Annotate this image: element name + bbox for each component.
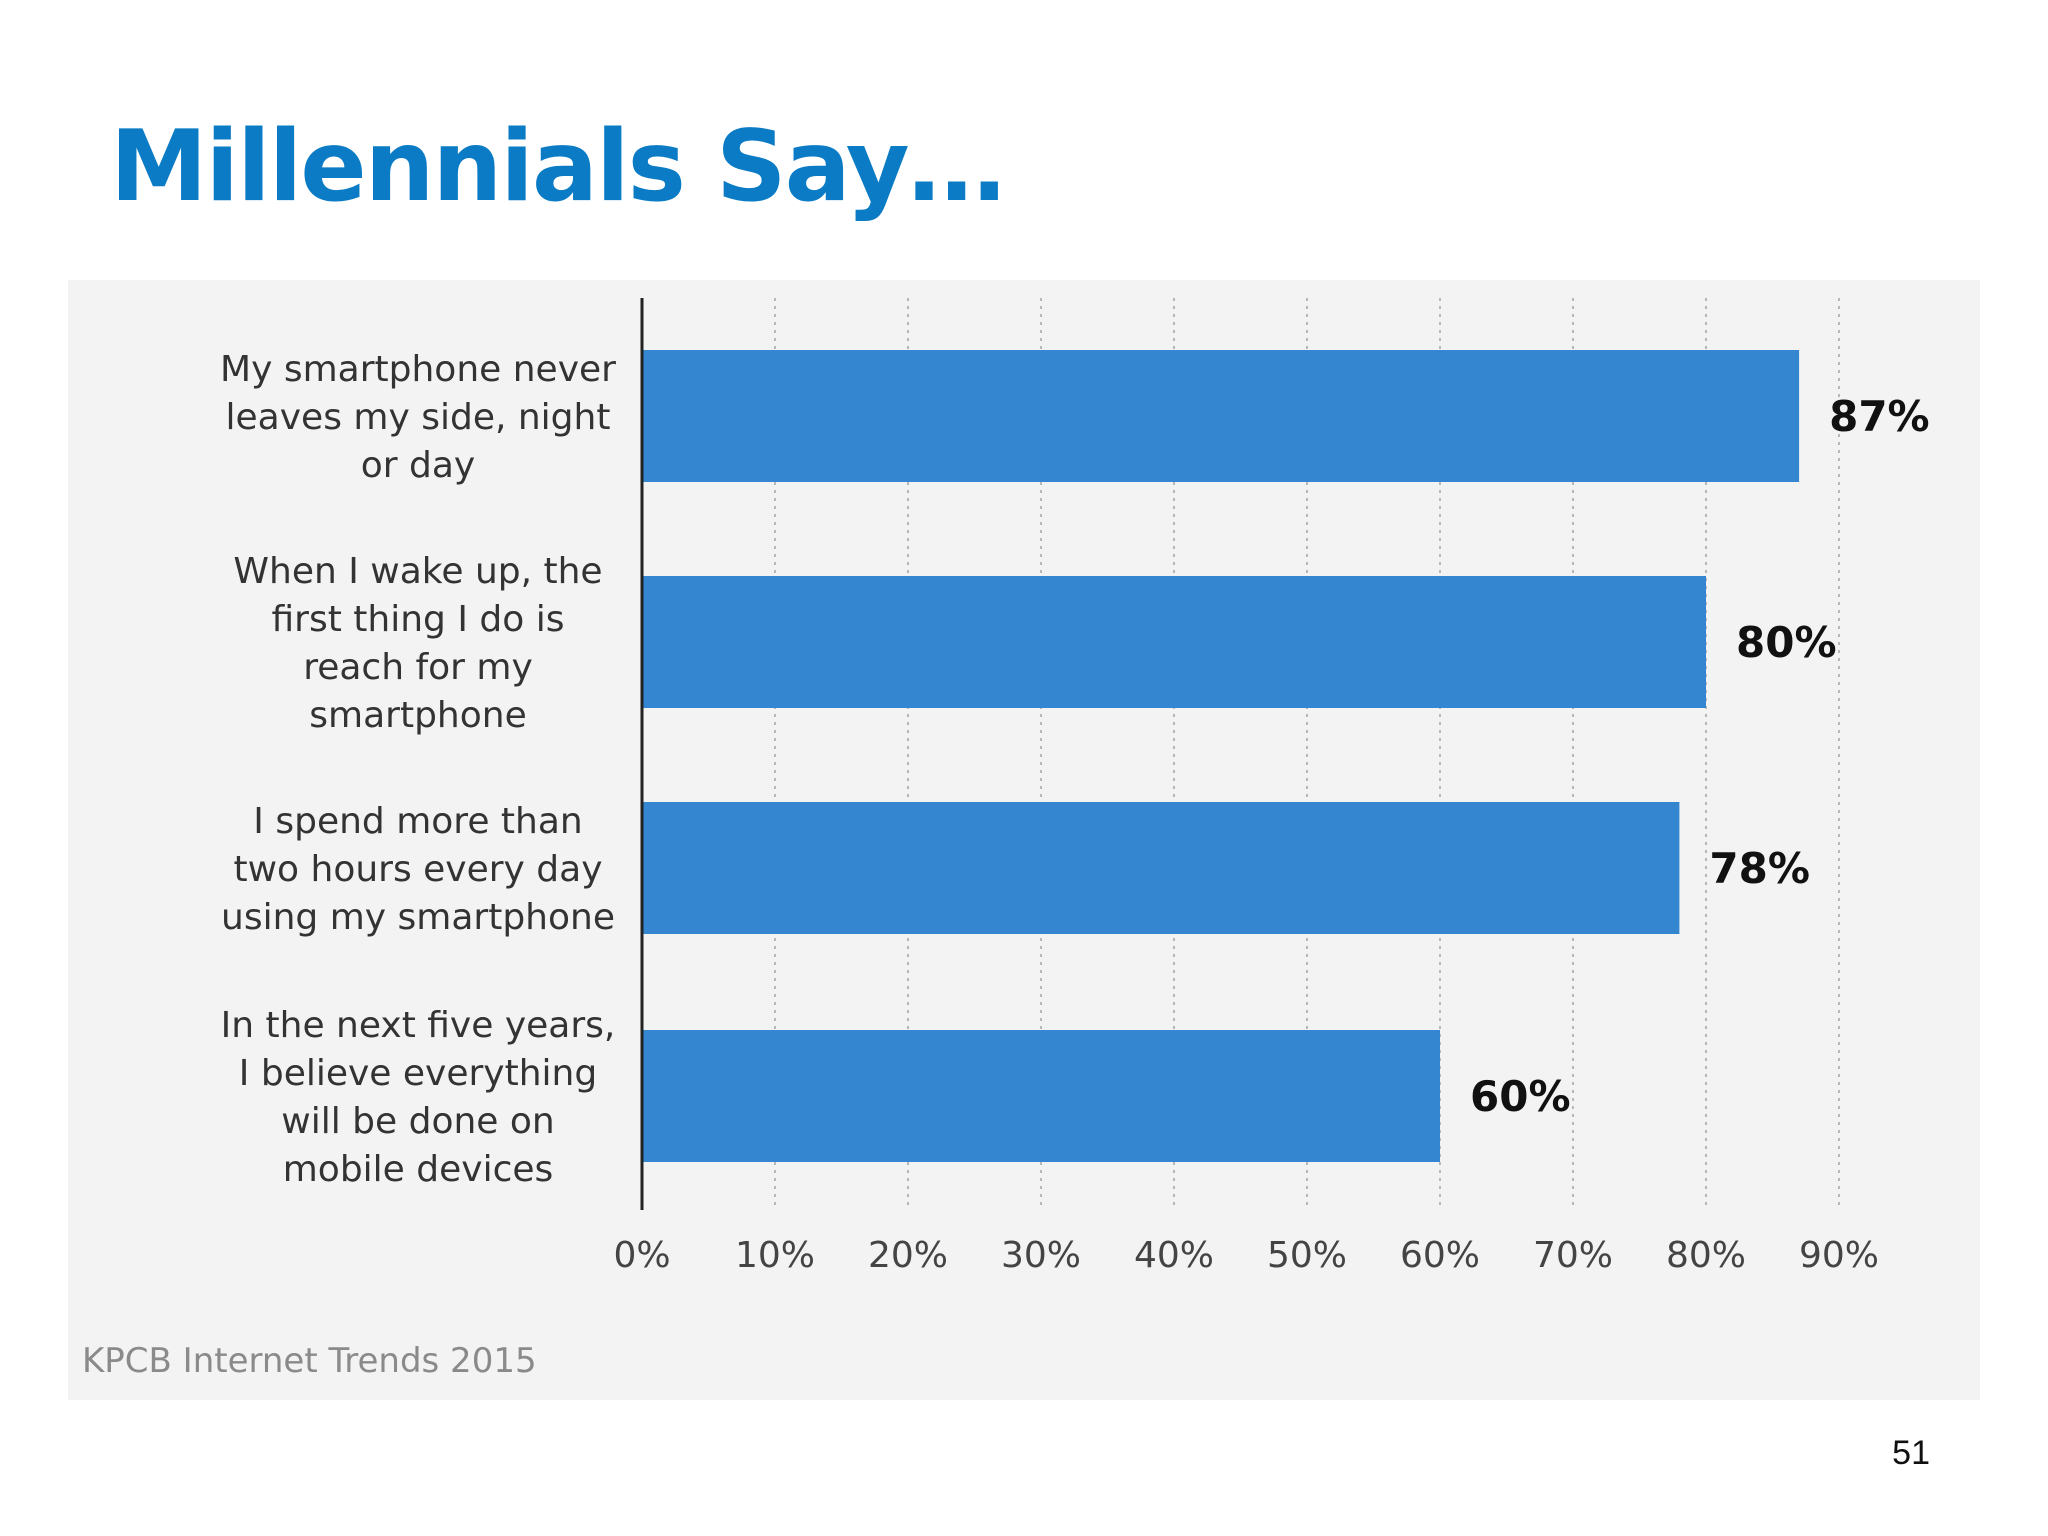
x-tick-label: 90% <box>1799 1235 1879 1276</box>
bar <box>642 1030 1440 1162</box>
bar-value-label: 78% <box>1709 844 1810 893</box>
bar <box>642 576 1706 708</box>
x-tick-label: 50% <box>1267 1235 1347 1276</box>
category-label: In the next five years, I believe everyth… <box>221 1005 616 1190</box>
page-number: 51 <box>1892 1434 1930 1472</box>
x-tick-label: 60% <box>1400 1235 1480 1276</box>
chart-panel: 0% 10% 20% 30% 40% 50% 60% 70% 80% 90% 87% My smart… <box>68 280 1980 1400</box>
x-tick-label: 40% <box>1134 1235 1214 1276</box>
x-tick-label: 30% <box>1001 1235 1081 1276</box>
bar-value-label: 80% <box>1736 618 1837 667</box>
x-tick-label: 10% <box>735 1235 815 1276</box>
bar <box>642 802 1680 934</box>
bar <box>642 350 1800 482</box>
x-tick-label: 80% <box>1666 1235 1746 1276</box>
category-label: My smartphone never leaves my side, night… <box>220 349 616 486</box>
x-tick-label: 70% <box>1533 1235 1613 1276</box>
bar-chart: 0% 10% 20% 30% 40% 50% 60% 70% 80% 90% 87% My smart… <box>82 298 1930 1381</box>
x-tick-label: 0% <box>613 1235 670 1276</box>
category-label: When I wake up, the first thing I do is re… <box>233 551 602 736</box>
bar-value-label: 60% <box>1470 1072 1571 1121</box>
slide-title: Millennials Say… <box>110 110 1006 224</box>
category-label: I spend more than two hours every day usin… <box>221 801 615 938</box>
bar-value-label: 87% <box>1829 392 1930 441</box>
x-tick-label: 20% <box>868 1235 948 1276</box>
source-label: KPCB Internet Trends 2015 <box>82 1341 537 1381</box>
